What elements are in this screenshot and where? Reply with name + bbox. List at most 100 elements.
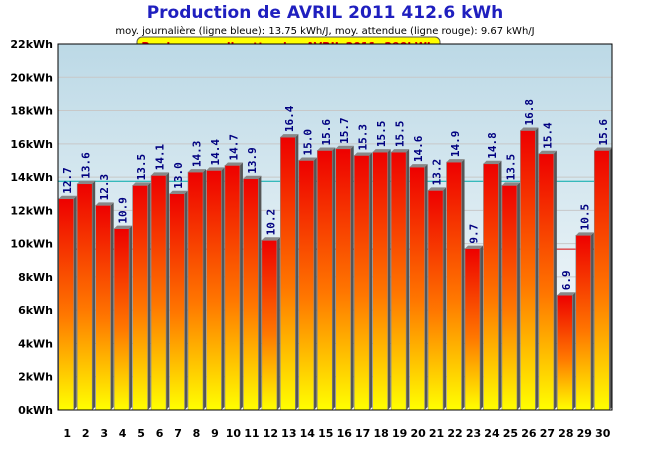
x-tick-label: 9 — [211, 427, 219, 440]
bar-side — [258, 175, 262, 410]
bar-top — [188, 169, 206, 173]
y-tick-label: 18kWh — [10, 105, 53, 118]
bar-side — [387, 149, 391, 411]
y-tick-label: 2kWh — [18, 371, 53, 384]
bar-face — [132, 185, 148, 411]
y-tick-label: 14kWh — [10, 171, 53, 184]
bar-side — [92, 180, 96, 410]
chart-title: Production de AVRIL 2011 412.6 kWh — [147, 3, 504, 23]
bar-face — [483, 163, 499, 411]
bar-face — [353, 155, 370, 411]
data-label: 13.6 — [80, 152, 93, 179]
bar-top — [465, 245, 483, 249]
x-tick-label: 10 — [226, 427, 242, 440]
bar — [575, 232, 594, 411]
x-tick-label: 6 — [156, 427, 164, 440]
bar-face — [187, 171, 204, 411]
bar-side — [110, 202, 114, 410]
data-label: 13.0 — [172, 162, 185, 189]
bar-side — [184, 190, 188, 410]
bar-face — [501, 185, 518, 411]
bar-top — [280, 134, 299, 138]
bar — [206, 167, 225, 411]
bar-top — [335, 145, 354, 149]
x-tick-label: 22 — [447, 427, 462, 440]
data-label: 14.6 — [412, 135, 425, 162]
bar-top — [520, 127, 539, 131]
bar-top — [298, 157, 317, 161]
data-label: 16.4 — [283, 105, 296, 132]
bar-top — [501, 182, 520, 186]
bar — [280, 134, 299, 411]
data-label: 14.1 — [154, 144, 167, 171]
data-labels: 12.7 13.6 12.3 10.9 13.5 14.1 13.0 14.3 14.4 14.7… — [61, 99, 610, 290]
bar-side — [480, 245, 483, 410]
bar-face — [593, 150, 610, 411]
bar-side — [424, 164, 428, 410]
data-label: 15.6 — [320, 119, 333, 146]
bar — [520, 127, 539, 411]
bar-top — [594, 147, 613, 151]
x-tick-label: 25 — [503, 427, 518, 440]
x-tick-label: 27 — [540, 427, 555, 440]
data-label: 15.3 — [357, 124, 370, 151]
bar-face — [409, 166, 425, 411]
bar — [335, 145, 354, 411]
data-label: 9.7 — [468, 224, 481, 244]
data-label: 12.7 — [61, 167, 74, 194]
bar-side — [350, 145, 354, 411]
data-label: 15.5 — [375, 121, 388, 148]
data-label: 10.2 — [264, 209, 277, 236]
bar-top — [206, 167, 225, 171]
x-tick-label: 28 — [558, 427, 573, 440]
bar-face — [390, 151, 407, 411]
y-tick-label: 8kWh — [18, 271, 53, 284]
x-tick-label: 23 — [466, 427, 481, 440]
y-axis: 0kWh 2kWh 4kWh 6kWh 8kWh 10kWh 12kWh 14kWh 16kWh… — [10, 38, 53, 417]
bar — [187, 169, 206, 411]
x-tick-label: 8 — [193, 427, 201, 440]
data-label: 13.9 — [246, 147, 259, 174]
bar — [132, 182, 151, 411]
bar-face — [224, 165, 241, 411]
y-tick-label: 12kWh — [10, 204, 53, 217]
bar-top — [224, 162, 243, 166]
bar-side — [295, 134, 299, 410]
data-label: 15.5 — [394, 121, 407, 148]
bar — [113, 225, 133, 411]
bar — [316, 147, 336, 411]
x-tick-label: 5 — [137, 427, 145, 440]
bar-face — [169, 193, 185, 411]
bar — [593, 147, 613, 411]
bar-top — [538, 150, 557, 154]
x-tick-label: 14 — [300, 427, 316, 440]
bar — [538, 150, 557, 411]
bar-side — [535, 127, 539, 410]
x-tick-label: 29 — [577, 427, 592, 440]
bar — [224, 162, 243, 411]
y-tick-label: 10kWh — [10, 238, 53, 251]
bar-side — [147, 182, 151, 410]
x-tick-label: 18 — [374, 427, 389, 440]
bar-face — [261, 240, 278, 411]
x-tick-label: 7 — [174, 427, 182, 440]
data-label: 6.9 — [560, 270, 573, 290]
bar-side — [553, 150, 557, 411]
data-label: 15.6 — [597, 119, 610, 146]
bar — [298, 157, 317, 411]
bar-face — [427, 190, 444, 411]
bar-top — [261, 237, 280, 241]
bar-top — [428, 187, 447, 191]
bar-face — [76, 183, 93, 411]
bar — [483, 160, 502, 411]
data-label: 14.9 — [449, 131, 462, 158]
bar-side — [590, 232, 594, 410]
x-tick-label: 4 — [119, 427, 127, 440]
x-tick-label: 2 — [82, 427, 90, 440]
bar-side — [461, 159, 465, 410]
bar-face — [520, 130, 536, 411]
bar — [58, 195, 77, 411]
data-label: 13.2 — [431, 159, 444, 186]
bar-face — [464, 248, 481, 411]
